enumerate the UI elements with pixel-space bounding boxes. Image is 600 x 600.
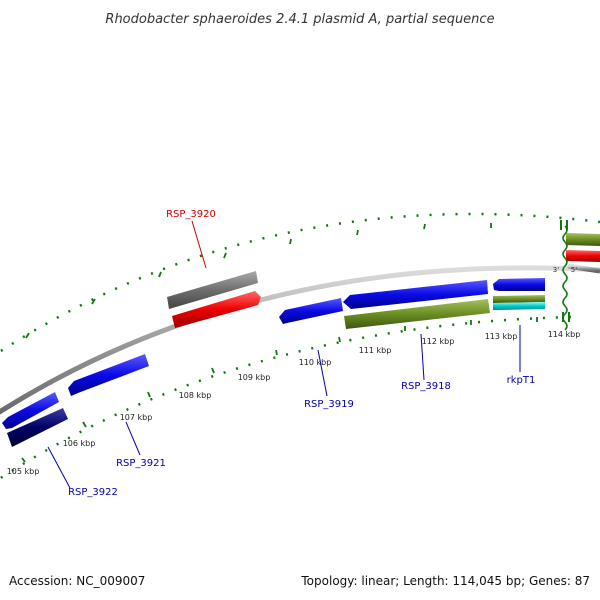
gene-label-rsp-3921[interactable]: RSP_3921: [116, 458, 166, 469]
tick-label: 108 kbp: [179, 391, 212, 400]
sequence-backbone: [0, 265, 600, 415]
inner-tick-ring: [0, 315, 573, 481]
gene-red-right-feature[interactable]: [566, 250, 600, 262]
topology-summary-text: Topology: linear; Length: 114,045 bp; Ge…: [301, 574, 590, 588]
gene-rsp-3920-feature[interactable]: [172, 291, 261, 328]
gene-cyan-feature[interactable]: [493, 302, 545, 310]
accession-text: Accession: NC_009007: [9, 574, 146, 588]
tick-label: 113 kbp: [485, 332, 518, 341]
gene-olive-right-feature[interactable]: [566, 233, 600, 246]
three-prime-mark: 3': [553, 266, 559, 274]
gene-rsp-3922-reverse-feature[interactable]: [7, 408, 68, 447]
sequence-end-marker: [562, 225, 568, 331]
outer-major-ticks: [25, 223, 492, 339]
gene-label-rsp-3919[interactable]: RSP_3919: [304, 399, 354, 410]
gene-label-rkpt1[interactable]: rkpT1: [507, 375, 536, 386]
inner-major-ticks: [21, 317, 538, 463]
tick-label: 112 kbp: [422, 337, 455, 346]
gene-label-rsp-3922[interactable]: RSP_3922: [68, 487, 118, 498]
tick-label: 111 kbp: [359, 346, 392, 355]
five-prime-mark: 5': [571, 266, 577, 274]
gene-rsp-3922-feature[interactable]: [2, 392, 59, 429]
gene-rkpt1-feature[interactable]: [493, 278, 545, 291]
tick-label: 114 kbp: [548, 330, 581, 339]
gene-large-forward-feature[interactable]: [343, 280, 488, 309]
tick-label: 106 kbp: [63, 439, 96, 448]
tick-label: 105 kbp: [7, 467, 40, 476]
gene-grey-feature[interactable]: [167, 271, 258, 309]
gene-rsp-3921-feature[interactable]: [68, 354, 149, 396]
gene-olive-small-feature[interactable]: [493, 295, 545, 303]
tick-label: 109 kbp: [238, 373, 271, 382]
gene-label-rsp-3918[interactable]: RSP_3918: [401, 381, 451, 392]
kbp-scale-labels: 105 kbp 106 kbp 107 kbp 108 kbp 109 kbp …: [7, 330, 581, 476]
gene-rsp-3918-feature[interactable]: [344, 299, 490, 329]
tick-label: 110 kbp: [299, 358, 332, 367]
backbone-right-segment: [567, 263, 600, 274]
map-title: Rhodobacter sphaeroides 2.4.1 plasmid A,…: [105, 12, 494, 27]
gene-label-rsp-3920[interactable]: RSP_3920: [166, 209, 216, 220]
gene-rsp-3919-feature[interactable]: [279, 298, 343, 324]
tick-label: 107 kbp: [120, 413, 153, 422]
gene-callouts: [47, 220, 521, 489]
